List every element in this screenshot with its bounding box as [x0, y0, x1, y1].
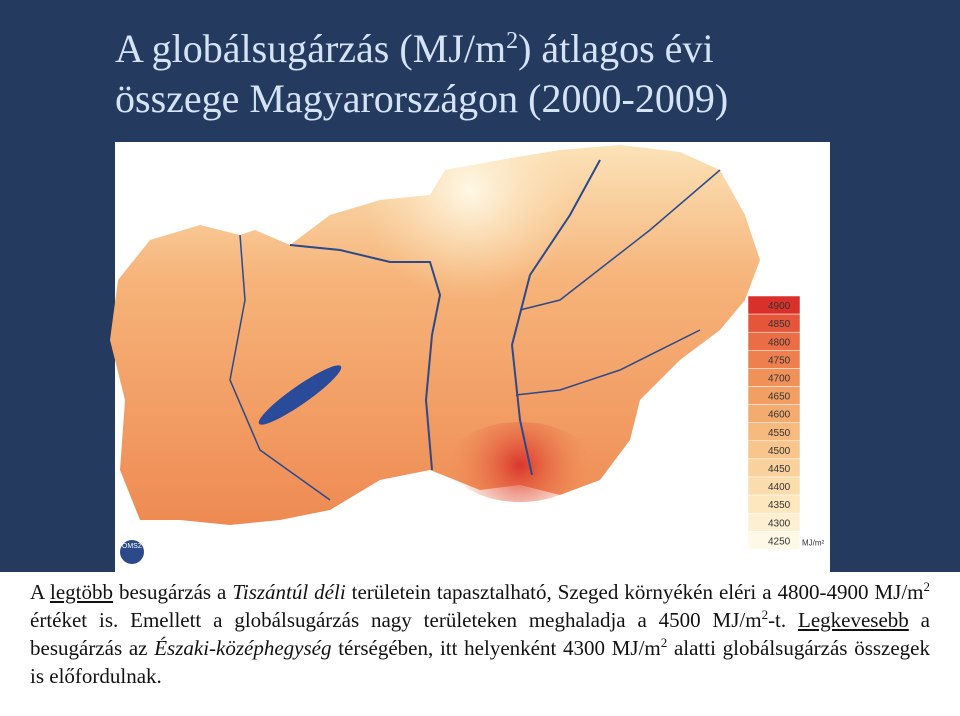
title-line: A globálsugárzás (MJ/m2) átlagos évi [115, 24, 915, 74]
text-run: összege Magyarországon (2000-2009) [115, 76, 729, 121]
legend-swatch [747, 531, 801, 550]
text-run: -t. [768, 608, 799, 632]
logo-text: OMSZ [122, 543, 143, 550]
title-line: összege Magyarországon (2000-2009) [115, 74, 915, 124]
text-run: ) átlagos évi [518, 26, 714, 71]
legend-label: 4900 [768, 301, 791, 312]
text-run: Északi-középhegység [154, 636, 332, 660]
legend-label: 4600 [768, 410, 791, 421]
legend-label: 4300 [768, 518, 791, 529]
legend-label: 4550 [768, 428, 791, 439]
legend-label: 4650 [768, 392, 791, 403]
legend-label: 4500 [768, 446, 791, 457]
legend-label: 4250 [768, 536, 791, 547]
legend-label: 4450 [768, 464, 791, 475]
text-run: Tiszántúl déli [232, 580, 346, 604]
legend-label: 4400 [768, 482, 791, 493]
legend: 4900 4850 4800 4750 4700 4650 4600 4550 4500 4450… [747, 295, 825, 550]
text-run: Legkevesebb [798, 608, 909, 632]
text-run: 2 [923, 579, 931, 594]
text-run: 2 [660, 635, 668, 650]
description: A legtöbb besugárzás a Tiszántúl déli te… [0, 572, 960, 716]
legend-label: 4700 [768, 373, 791, 384]
text-run: besugárzás a [112, 580, 233, 604]
text-run: legtöbb [49, 580, 113, 604]
text-run: A [30, 580, 50, 604]
text-run: alatti globálsugárzás összegek is előfor… [30, 636, 930, 688]
text-run: területein tapasztalható, Szeged környék… [345, 580, 924, 604]
text-run: értéket is. Emellett a globálsugárzás na… [30, 608, 762, 632]
text-run: 2 [506, 28, 519, 54]
text-run: 2 [761, 607, 769, 622]
hungary-map [110, 145, 760, 564]
legend-label: 4750 [768, 355, 791, 366]
legend-label: 4850 [768, 319, 791, 330]
legend-label: 4350 [768, 500, 791, 511]
text-run: A globálsugárzás (MJ/m [115, 26, 507, 71]
text-run: térségében, itt helyenként 4300 MJ/m [331, 636, 661, 660]
slide-title: A globálsugárzás (MJ/m2) átlagos évi össz… [115, 24, 915, 124]
legend-unit: MJ/m² [802, 538, 825, 547]
legend-label: 4800 [768, 337, 791, 348]
text-run: a besugárzás az [30, 608, 931, 660]
